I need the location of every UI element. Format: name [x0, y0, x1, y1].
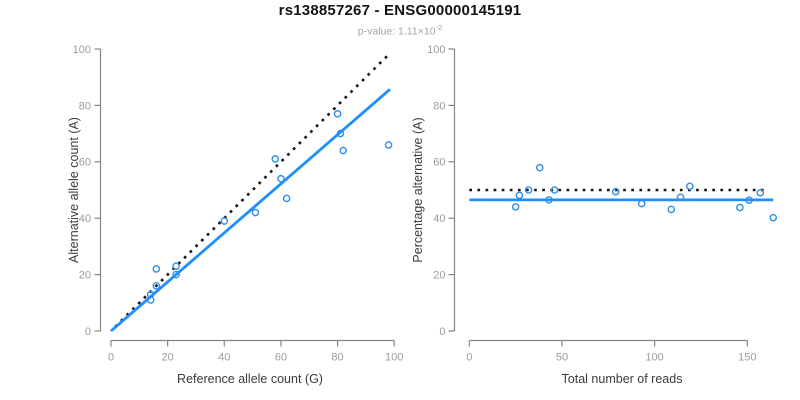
- p-value-exponent: -2: [435, 23, 443, 32]
- y-axis-title: Percentage alternative (A): [411, 117, 425, 262]
- plot-title: rs138857267 - ENSG00000145191: [278, 2, 522, 19]
- y-tick-label: 80: [433, 100, 445, 112]
- x-tick-label: 0: [466, 352, 472, 364]
- data-point: [172, 262, 180, 270]
- x-tick-label: 50: [556, 352, 568, 364]
- regression-line: [110, 88, 391, 333]
- y-tick-label: 20: [433, 269, 445, 281]
- data-point: [611, 187, 620, 196]
- x-axis-title: Reference allele count (G): [177, 372, 323, 386]
- data-point: [667, 205, 676, 214]
- plot-percentage: 0 20 40 60 80 100 0 50 100 150 Total number of rea…: [411, 44, 778, 386]
- y-tick-label: 60: [79, 157, 91, 169]
- x-tick-label: 40: [218, 352, 230, 364]
- y-tick-label: 100: [73, 44, 91, 56]
- y-tick-label: 40: [433, 213, 445, 225]
- data-point: [550, 186, 559, 194]
- data-point: [515, 191, 524, 200]
- plot-counts: 0 20 40 60 80 100 0 20 40 60 80 100 Reference allele…: [67, 44, 403, 386]
- data-point: [676, 193, 685, 202]
- data-point: [637, 199, 646, 208]
- data-point: [152, 282, 161, 290]
- data-point: [146, 290, 155, 299]
- plot-subtitle: p-value: 1.11×10-2: [0, 23, 800, 38]
- x-tick-label: 60: [275, 352, 287, 364]
- data-point: [172, 270, 180, 279]
- x-tick-label: 0: [108, 352, 114, 364]
- y-tick-label: 40: [79, 213, 91, 225]
- identity-line: [114, 53, 390, 328]
- data-point: [152, 265, 161, 273]
- data-point: [333, 110, 342, 118]
- data-point: [220, 217, 229, 225]
- y-tick-label: 0: [439, 326, 445, 338]
- data-point: [524, 186, 533, 194]
- data-point: [736, 203, 744, 212]
- data-point: [535, 163, 544, 172]
- x-tick-label: 100: [645, 352, 663, 364]
- y-tick-label: 60: [433, 157, 445, 169]
- y-tick-label: 100: [427, 44, 445, 56]
- data-point: [271, 155, 280, 163]
- data-point: [511, 203, 520, 211]
- x-tick-label: 150: [738, 352, 756, 364]
- data-point: [686, 182, 694, 191]
- data-point: [336, 129, 345, 138]
- data-point: [545, 196, 553, 204]
- data-point: [769, 213, 778, 222]
- data-point: [282, 194, 291, 203]
- data-point: [251, 208, 260, 217]
- y-tick-label: 80: [79, 100, 91, 112]
- y-tick-label: 0: [85, 326, 91, 338]
- x-tick-label: 20: [162, 352, 174, 364]
- x-tick-label: 100: [385, 352, 403, 364]
- data-point: [277, 174, 285, 183]
- data-point: [745, 196, 753, 204]
- data-point: [384, 141, 393, 149]
- p-value-text: p-value: 1.11×10: [357, 25, 436, 38]
- y-tick-label: 20: [79, 269, 91, 281]
- y-axis-title: Alternative allele count (A): [67, 117, 81, 263]
- data-point: [339, 146, 348, 155]
- data-point: [756, 189, 765, 197]
- x-axis-title: Total number of reads: [562, 372, 683, 386]
- x-tick-label: 80: [331, 352, 343, 364]
